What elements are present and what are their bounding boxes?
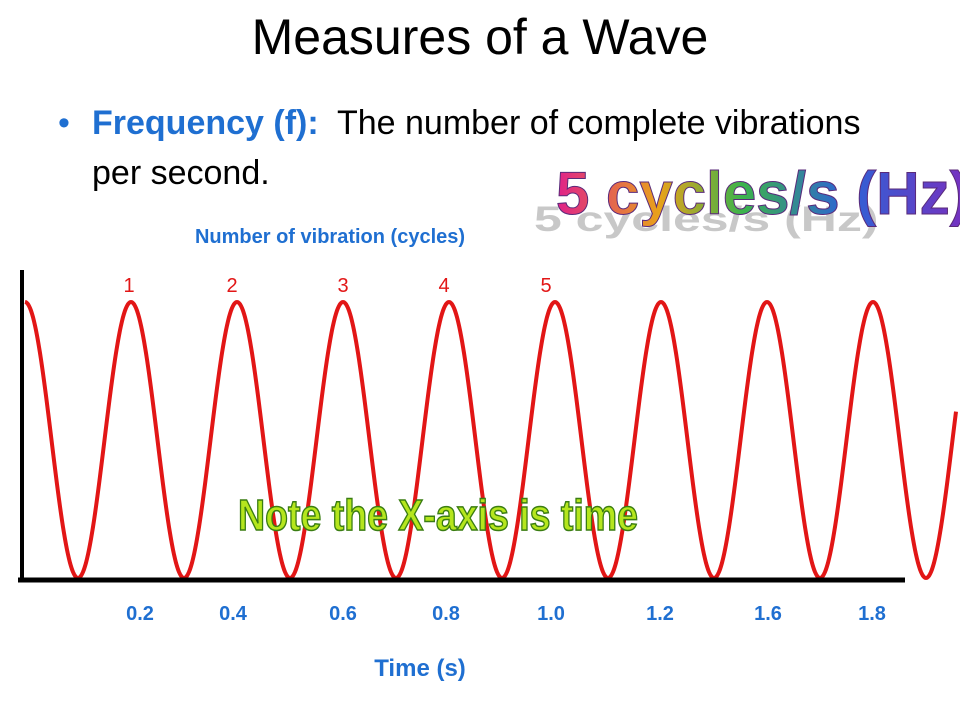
x-tick-label: 1.0 bbox=[537, 603, 565, 620]
bullet-dot-icon: • bbox=[58, 104, 70, 142]
cycle-number-label: 4 bbox=[438, 275, 449, 297]
bullet-text-block: Frequency (f): The number of complete vi… bbox=[92, 98, 892, 198]
hz-wordart-text: 5 cycles/s (Hz) bbox=[556, 160, 960, 227]
x-tick-label: 0.2 bbox=[126, 603, 154, 620]
cycle-number-label: 5 bbox=[540, 275, 551, 297]
note-wordart: Note the X-axis is time bbox=[237, 490, 639, 541]
slide-title: Measures of a Wave bbox=[251, 9, 709, 65]
wave-chart: 1 2 3 4 5 0.2 0.4 0.6 0.8 1.0 1.2 1.6 1.8 bbox=[18, 270, 958, 620]
cycle-number-label: 3 bbox=[337, 275, 348, 297]
x-tick-label: 0.6 bbox=[329, 603, 357, 620]
note-wordart-text: Note the X-axis is time bbox=[238, 491, 638, 540]
bullet-term: Frequency (f): bbox=[92, 104, 319, 142]
x-tick-label: 0.4 bbox=[219, 603, 248, 620]
x-tick-label: 0.8 bbox=[432, 603, 460, 620]
wave-series-line bbox=[24, 299, 958, 581]
cycles-axis-label: Number of vibration (cycles) bbox=[194, 226, 466, 248]
hz-wordart-shadow: 5 cycles/s (Hz) bbox=[534, 200, 879, 239]
x-tick-label: 1.8 bbox=[858, 603, 886, 620]
hz-wordart: 5 cycles/s (Hz) 5 cycles/s (Hz) bbox=[534, 160, 960, 240]
bullet-definition: The number of complete vibrations per se… bbox=[92, 104, 861, 192]
x-tick-label: 1.6 bbox=[754, 603, 782, 620]
x-tick-label: 1.2 bbox=[646, 603, 674, 620]
x-axis-label: Time (s) bbox=[374, 655, 466, 682]
cycle-number-label: 1 bbox=[123, 275, 134, 297]
cycle-number-label: 2 bbox=[226, 275, 237, 297]
